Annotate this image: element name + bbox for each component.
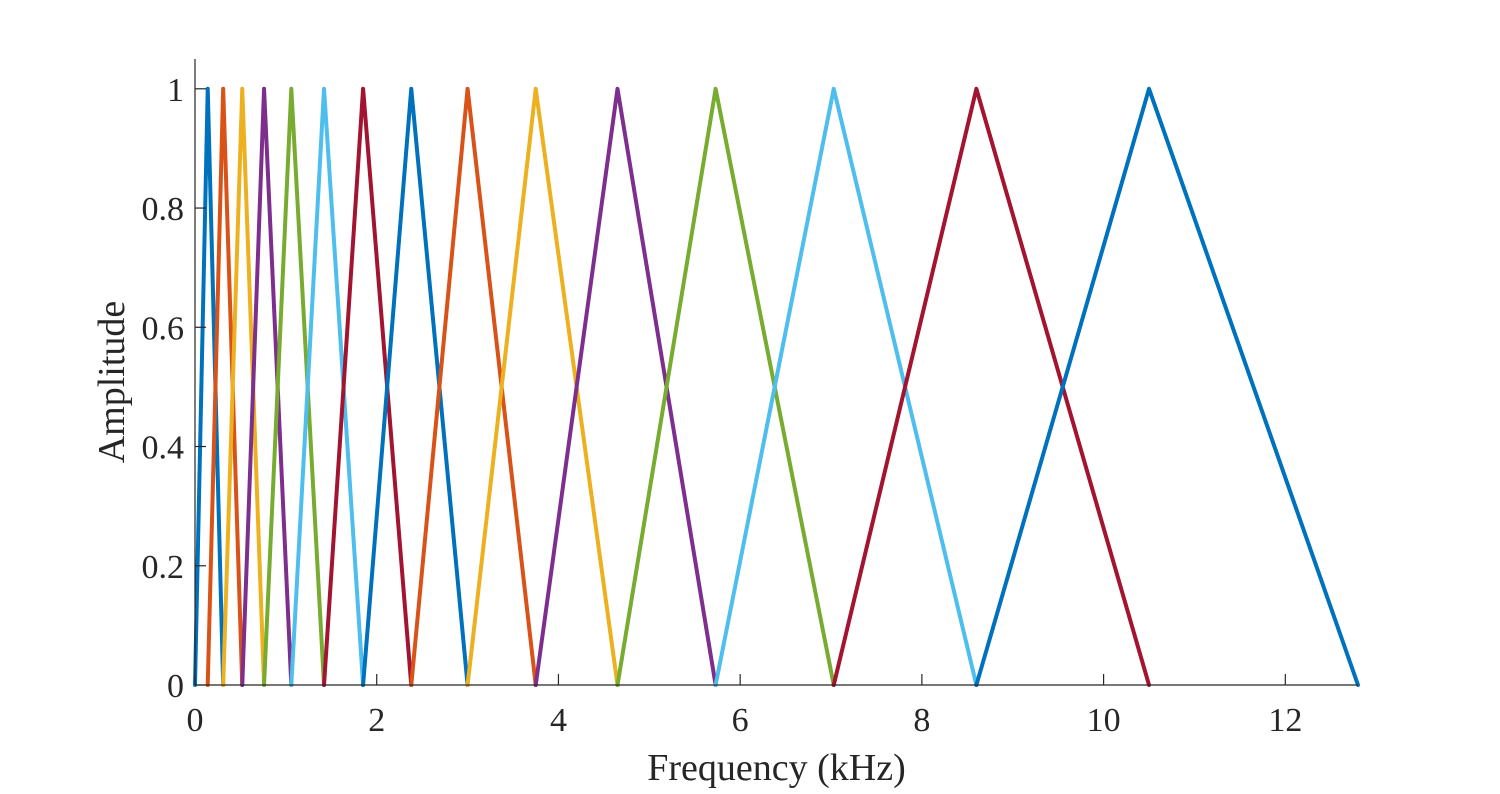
y-tick-label: 0.8	[142, 191, 185, 228]
x-tick-label: 8	[913, 702, 930, 739]
filter-line-13	[713, 86, 979, 687]
filter-line-1	[193, 86, 226, 687]
filter-line-6	[289, 86, 366, 687]
x-axis-label: Frequency (kHz)	[647, 747, 906, 789]
labels-layer: Frequency (kHz) Amplitude	[91, 301, 906, 789]
x-tick-label: 6	[732, 702, 749, 739]
filter-line-4	[240, 86, 294, 687]
y-tick-label: 0.2	[142, 549, 185, 586]
filter-line-3	[221, 86, 267, 687]
x-tick-label: 4	[550, 702, 567, 739]
filter-line-7	[322, 86, 414, 687]
y-tick-label: 0.4	[142, 430, 185, 467]
x-tick-label: 2	[368, 702, 385, 739]
filter-line-10	[465, 86, 620, 687]
filter-line-5	[262, 86, 327, 687]
y-axis-label: Amplitude	[91, 301, 133, 464]
filter-line-8	[361, 86, 470, 687]
x-tick-label: 10	[1087, 702, 1121, 739]
y-tick-label: 0	[167, 668, 184, 705]
axes-layer: 0 2 4 6 8 10 12 0 0.2 0.4 0.6 0.8 1	[142, 59, 1358, 739]
y-tick-label: 1	[167, 72, 184, 109]
filter-line-11	[533, 86, 718, 687]
filter-line-14	[831, 86, 1152, 687]
x-tick-label: 12	[1268, 702, 1302, 739]
series-layer	[193, 86, 1360, 687]
filter-line-2	[205, 86, 245, 687]
y-tick-label: 0.6	[142, 310, 185, 347]
filter-line-9	[409, 86, 538, 687]
x-tick-label: 0	[187, 702, 204, 739]
filter-line-12	[615, 86, 836, 687]
filter-line-15	[974, 86, 1360, 687]
